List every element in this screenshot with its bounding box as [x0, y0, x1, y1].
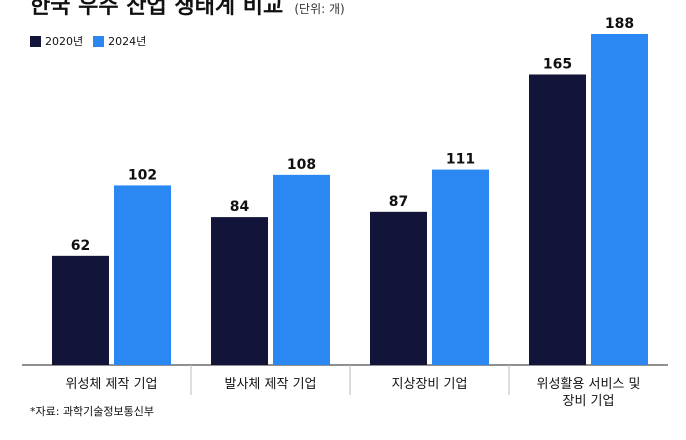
- category-label-1: 발사체 제작 기업: [225, 377, 317, 392]
- legend-swatch-2020: [30, 35, 41, 47]
- category-label-0: 위성체 제작 기업: [66, 377, 158, 392]
- legend-item-2020: 2020년: [30, 33, 83, 49]
- bar-2024-3: [591, 34, 648, 365]
- category-label-3-line-0: 위성활용 서비스 및: [537, 377, 641, 392]
- data-label-2020-3: 165: [543, 56, 572, 72]
- legend-item-2024: 2024년: [93, 33, 146, 49]
- chart-title: 한국 우주 산업 생태계 비교: [30, 0, 284, 19]
- bar-2024-0: [114, 185, 171, 365]
- source-note: *자료: 과학기술정보통신부: [30, 405, 155, 418]
- bar-2020-0: [52, 255, 109, 365]
- legend: 2020년 2024년: [30, 33, 156, 49]
- data-label-2024-2: 111: [446, 152, 475, 168]
- legend-label-2020: 2020년: [45, 35, 84, 48]
- bar-2020-2: [370, 211, 427, 365]
- category-label-2: 지상장비 기업: [392, 377, 468, 392]
- legend-swatch-2024: [93, 35, 105, 47]
- category-label-3-line-1: 장비 기업: [563, 394, 615, 409]
- data-label-2020-2: 87: [389, 194, 408, 210]
- data-label-2020-1: 84: [230, 199, 250, 215]
- bar-2020-1: [211, 217, 268, 365]
- data-label-2024-1: 108: [287, 157, 316, 173]
- data-label-2024-3: 188: [605, 16, 634, 32]
- unit-label: (단위: 개): [294, 2, 345, 16]
- bar-2024-1: [273, 174, 330, 365]
- bar-2024-2: [432, 169, 489, 365]
- bar-2020-3: [529, 74, 586, 365]
- data-label-2020-0: 62: [71, 238, 90, 254]
- legend-label-2024: 2024년: [108, 35, 147, 48]
- data-label-2024-0: 102: [128, 167, 157, 183]
- chart-header: 한국 우주 산업 생태계 비교 (단위: 개): [30, 0, 345, 20]
